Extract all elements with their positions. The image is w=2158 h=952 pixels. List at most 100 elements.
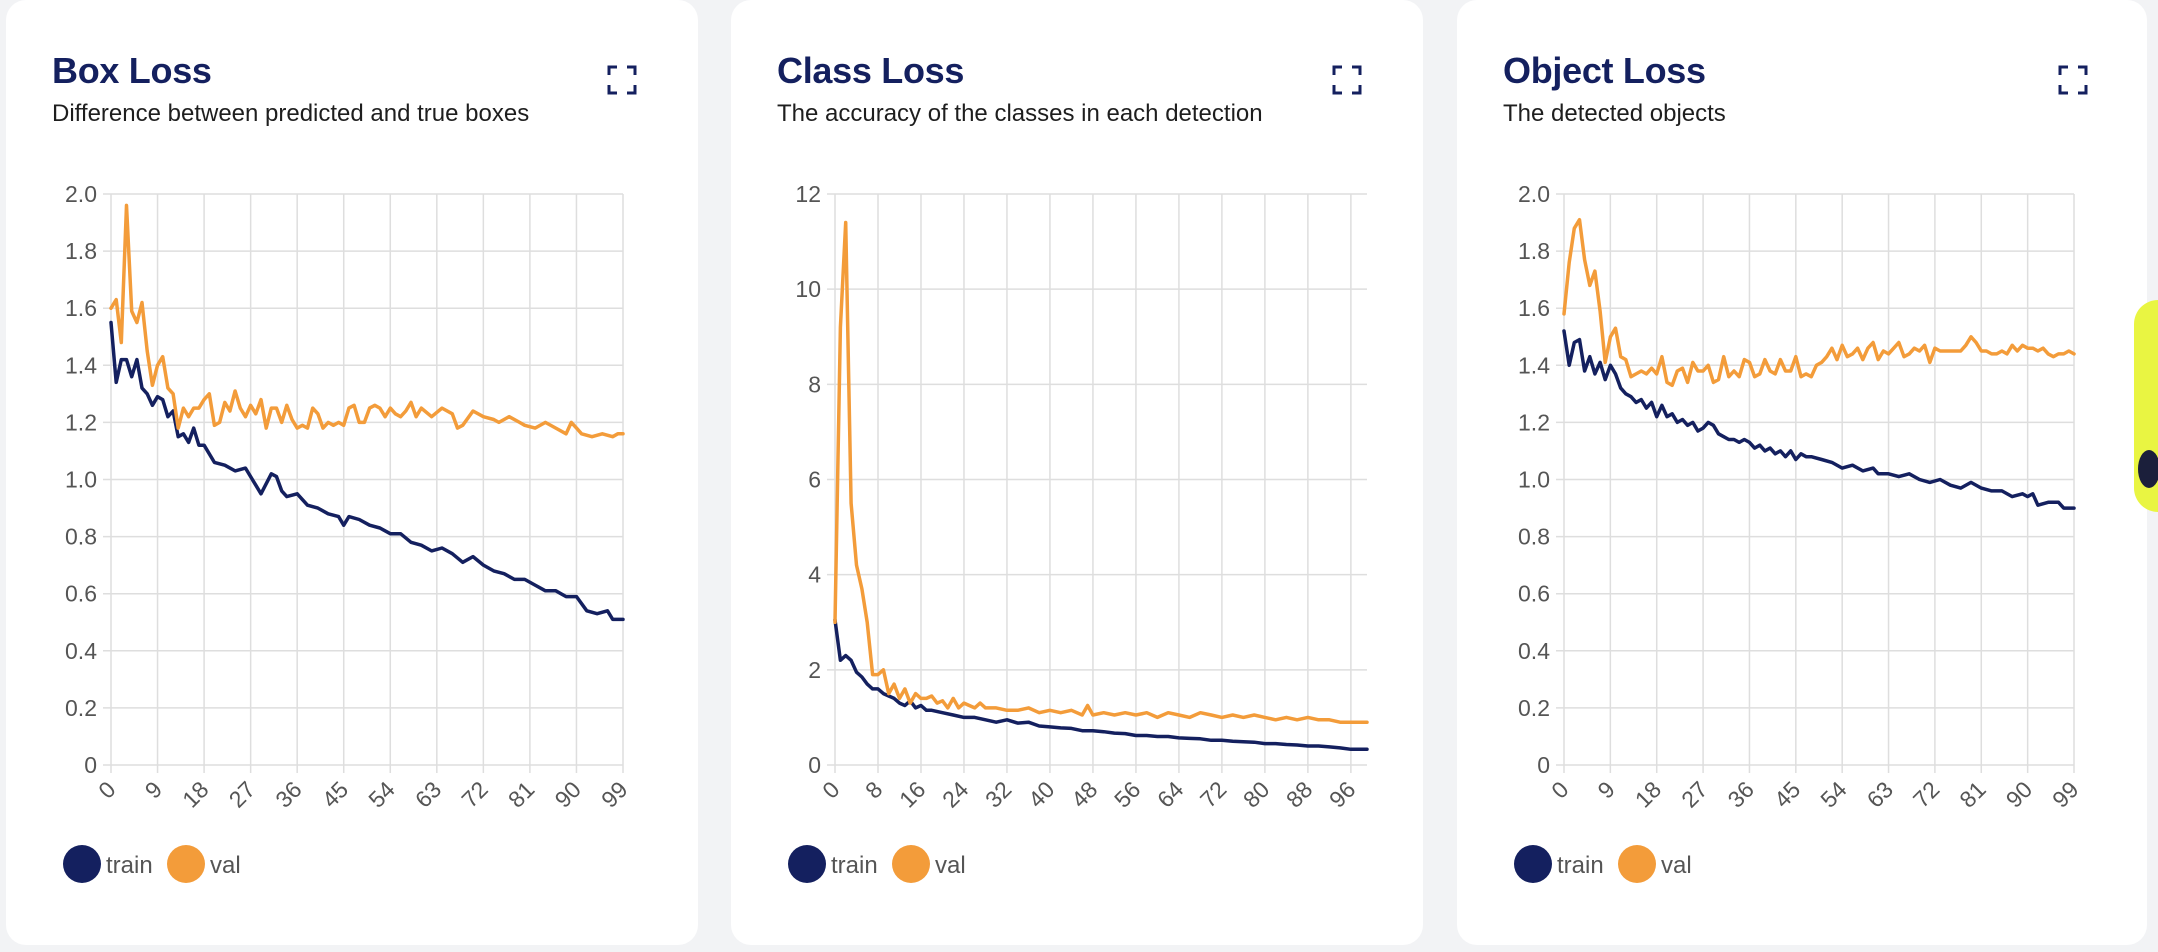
y-tick-label: 1.2	[1518, 409, 1550, 435]
x-tick-label: 63	[410, 776, 446, 812]
legend-swatch-val[interactable]	[892, 845, 930, 883]
box-loss-card: Box Loss Difference between predicted an…	[6, 0, 698, 945]
x-tick-label: 0	[817, 776, 844, 803]
x-tick-label: 24	[937, 776, 974, 813]
x-tick-label: 36	[1723, 776, 1759, 812]
box-loss-chart: 00.20.40.60.81.01.21.41.61.82.00 9 18 27 36 4…	[63, 181, 633, 883]
legend-swatch-val[interactable]	[1618, 845, 1656, 883]
card-title: Class Loss	[777, 50, 965, 91]
x-tick-label: 45	[317, 776, 353, 812]
fullscreen-icon[interactable]	[1331, 64, 1363, 96]
side-tab-icon	[2138, 450, 2158, 488]
y-tick-label: 0.2	[65, 695, 97, 721]
object-loss-chart: 00.20.40.60.81.01.21.41.61.82.00 9 18 27 36 4…	[1514, 181, 2084, 883]
y-tick-label: 10	[795, 276, 821, 302]
x-tick-label: 32	[980, 776, 1016, 812]
legend-label[interactable]: val	[1661, 852, 1692, 879]
x-tick-label: 9	[140, 776, 167, 803]
x-tick-label: 72	[456, 776, 492, 812]
y-tick-label: 1.0	[65, 467, 97, 493]
x-tick-label: 16	[894, 776, 930, 812]
x-tick-label: 96	[1324, 776, 1360, 812]
fullscreen-icon[interactable]	[2057, 64, 2089, 96]
x-tick-label: 40	[1023, 776, 1059, 812]
x-tick-label: 54	[363, 776, 400, 813]
legend-label[interactable]: train	[1557, 852, 1604, 879]
x-tick-label: 80	[1238, 776, 1274, 812]
card-title: Box Loss	[52, 50, 212, 91]
x-tick-label: 18	[177, 776, 213, 812]
y-tick-label: 2.0	[65, 181, 97, 207]
x-tick-label: 90	[2001, 776, 2037, 812]
x-tick-label: 9	[1592, 776, 1619, 803]
series-line-val	[109, 203, 625, 439]
legend-label[interactable]: train	[106, 852, 153, 879]
y-tick-label: 1.6	[1518, 295, 1550, 321]
series-line-train	[109, 320, 625, 622]
y-tick-label: 1.6	[65, 295, 97, 321]
x-tick-label: 72	[1908, 776, 1944, 812]
y-tick-label: 1.8	[65, 238, 97, 264]
y-tick-label: 6	[808, 467, 821, 493]
x-tick-label: 18	[1630, 776, 1666, 812]
x-tick-label: 90	[550, 776, 586, 812]
x-tick-label: 81	[503, 776, 539, 812]
y-tick-label: 0.4	[1518, 638, 1550, 664]
x-tick-label: 64	[1152, 776, 1189, 813]
series-line-val	[1562, 217, 2076, 388]
x-tick-label: 48	[1066, 776, 1102, 812]
legend-swatch-train[interactable]	[1514, 845, 1552, 883]
x-tick-label: 45	[1769, 776, 1805, 812]
fullscreen-icon[interactable]	[606, 64, 638, 96]
legend-swatch-train[interactable]	[788, 845, 826, 883]
x-tick-label: 0	[93, 776, 120, 803]
x-tick-label: 0	[1546, 776, 1573, 803]
y-tick-label: 1.4	[1518, 352, 1550, 378]
y-tick-label: 1.2	[65, 409, 97, 435]
series-line-val	[833, 220, 1369, 724]
y-tick-label: 4	[808, 562, 821, 588]
legend-swatch-val[interactable]	[167, 845, 205, 883]
card-subtitle: The accuracy of the classes in each dete…	[777, 100, 1263, 127]
y-tick-label: 0.8	[1518, 524, 1550, 550]
y-tick-label: 0.6	[65, 581, 97, 607]
card-title: Object Loss	[1503, 50, 1706, 91]
card-subtitle: Difference between predicted and true bo…	[52, 100, 530, 127]
legend-swatch-train[interactable]	[63, 845, 101, 883]
legend-label[interactable]: val	[210, 852, 241, 879]
y-tick-label: 1.8	[1518, 238, 1550, 264]
card-subtitle: The detected objects	[1503, 100, 1726, 127]
legend-label[interactable]: train	[831, 852, 878, 879]
x-tick-label: 88	[1281, 776, 1317, 812]
x-tick-label: 99	[596, 776, 632, 812]
x-tick-label: 81	[1954, 776, 1990, 812]
y-tick-label: 12	[795, 181, 821, 207]
series-line-train	[1562, 329, 2076, 510]
series-line-train	[833, 618, 1369, 752]
x-tick-label: 63	[1862, 776, 1898, 812]
y-tick-label: 0.6	[1518, 581, 1550, 607]
y-tick-label: 0.4	[65, 638, 97, 664]
y-tick-label: 0	[1537, 752, 1550, 778]
x-tick-label: 8	[860, 776, 887, 803]
y-tick-label: 0.8	[65, 524, 97, 550]
y-tick-label: 0.2	[1518, 695, 1550, 721]
x-tick-label: 27	[1676, 776, 1712, 812]
y-tick-label: 8	[808, 371, 821, 397]
y-tick-label: 2.0	[1518, 181, 1550, 207]
x-tick-label: 99	[2047, 776, 2083, 812]
x-tick-label: 27	[224, 776, 260, 812]
x-tick-label: 36	[270, 776, 306, 812]
object-loss-card: Object Loss The detected objects 0 0.2 0.4…	[1457, 0, 2147, 945]
y-tick-label: 2	[808, 657, 821, 683]
y-tick-label: 1.0	[1518, 467, 1550, 493]
y-tick-label: 0	[808, 752, 821, 778]
x-tick-label: 72	[1195, 776, 1231, 812]
y-tick-label: 0	[84, 752, 97, 778]
legend-label[interactable]: val	[935, 852, 966, 879]
y-tick-label: 1.4	[65, 352, 97, 378]
x-tick-label: 56	[1109, 776, 1145, 812]
class-loss-card: Class Loss The accuracy of the classes i…	[731, 0, 1423, 945]
x-tick-label: 54	[1815, 776, 1852, 813]
